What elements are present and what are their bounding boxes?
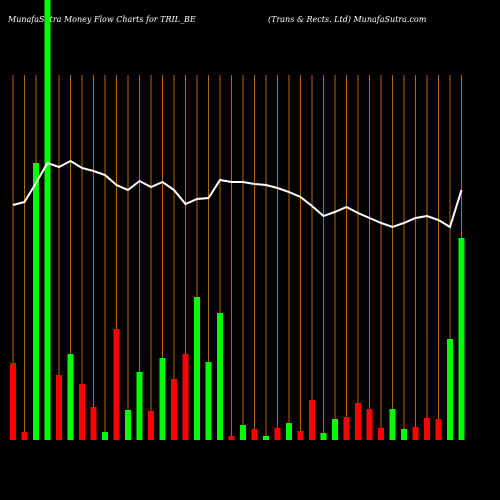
bar xyxy=(447,339,453,440)
bar xyxy=(435,419,442,440)
bar xyxy=(113,329,120,440)
bar xyxy=(424,418,430,440)
bar xyxy=(21,432,28,440)
bar xyxy=(389,409,396,440)
bar xyxy=(228,436,235,440)
bar xyxy=(79,384,85,440)
bar xyxy=(378,428,384,440)
bar xyxy=(125,410,131,440)
bar xyxy=(240,425,246,440)
bar xyxy=(205,362,212,440)
bar xyxy=(171,379,177,440)
bar xyxy=(217,313,223,440)
bar xyxy=(67,354,74,440)
bar xyxy=(401,429,407,440)
bar xyxy=(251,429,258,440)
bar xyxy=(412,427,419,440)
bar xyxy=(44,0,51,440)
bar xyxy=(194,297,200,440)
bar xyxy=(274,428,281,440)
chart-title: MunafaSutra Money Flow Charts for TRIL_B… xyxy=(7,15,196,24)
bar xyxy=(458,238,465,440)
bar xyxy=(263,436,269,440)
bar xyxy=(355,403,361,440)
bar xyxy=(309,400,315,440)
bar xyxy=(90,407,97,440)
bar xyxy=(56,375,62,440)
chart-subtitle: (Trans & Rects. Ltd) MunafaSutra.com xyxy=(268,15,427,24)
bar xyxy=(332,419,338,440)
bar xyxy=(102,432,108,440)
bar xyxy=(366,409,373,440)
bar xyxy=(148,411,154,440)
flow-line xyxy=(12,159,463,229)
bar xyxy=(10,363,16,440)
bar xyxy=(136,372,143,440)
bar xyxy=(320,433,327,440)
bar xyxy=(33,163,39,440)
bar xyxy=(297,431,304,440)
bar xyxy=(343,417,350,440)
bar xyxy=(286,423,292,440)
bar xyxy=(182,354,189,440)
bar xyxy=(159,358,166,440)
